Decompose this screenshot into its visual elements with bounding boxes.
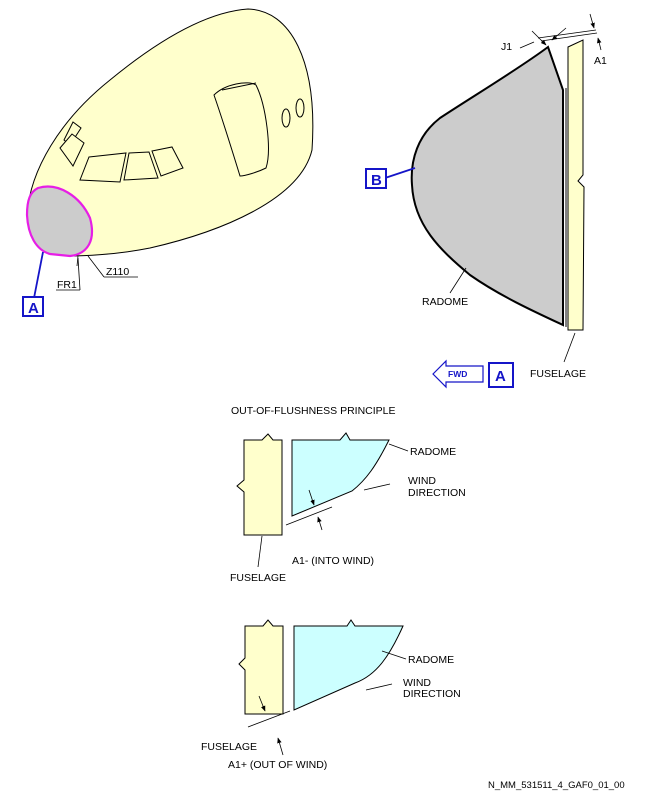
cockpit-window [123,151,159,181]
j1-arrow-left [531,30,547,46]
detail-radome [410,45,564,327]
j1-arrow-right [551,27,567,41]
into-wind-wind-leader [363,483,391,491]
detail-fuselage-label: FUSELAGE [530,368,586,380]
out-of-wind-arrow-up [277,737,284,756]
out-of-wind-arrow-down [258,695,266,712]
into-wind-arrow-down [308,489,315,506]
aircraft-nose-view: FR1 Z110 A [22,8,314,317]
a1-arrow-top [589,13,595,29]
passenger-door [213,82,269,177]
out-of-wind-fuselage-label: FUSELAGE [201,741,257,753]
into-wind-arrow-up [317,516,323,531]
j1-dimension-line [537,29,597,39]
fr1-leader-line [76,255,79,267]
into-wind-a1-label: A1- (INTO WIND) [292,555,374,567]
callout-b-box [365,168,387,189]
into-wind-diagram: RADOME WIND DIRECTION A1- (INTO WIND) FU… [230,432,466,584]
out-of-wind-diagram: RADOME WIND DIRECTION FUSELAGE A1+ (OUT … [201,619,461,771]
out-of-wind-gap-line [247,710,291,728]
cockpit-window [151,146,184,177]
out-of-wind-radome [293,619,404,711]
cockpit-window [59,133,85,167]
radome-highlight [25,185,94,258]
fr1-label: FR1 [57,279,77,291]
callout-a-leader [33,251,44,299]
passenger-door-frame [221,82,257,91]
out-of-wind-wind-line1: WIND [403,677,431,689]
callout-b-leader [384,167,416,179]
detail-fuselage-strip [567,39,585,331]
j1-label: J1 [501,41,512,53]
fr1-leader-line [77,257,81,291]
detail-radome-label: RADOME [422,296,468,308]
into-wind-radome [291,432,390,517]
cockpit-window [79,152,127,183]
fuselage-nose-body [26,8,314,257]
into-wind-fuselage-label: FUSELAGE [230,572,286,584]
out-of-wind-radome-label: RADOME [408,654,454,666]
into-wind-radome-leader [388,443,409,452]
z110-label: Z110 [106,266,129,278]
j1-dimension-line [540,32,598,42]
a1-label: A1 [594,55,607,67]
view-a-box [488,362,514,388]
into-wind-fuselage-leader [257,535,263,568]
out-of-wind-wind-line2: DIRECTION [403,688,461,700]
out-of-wind-a1-label: A1+ (OUT OF WIND) [228,759,327,771]
into-wind-wind-line2: DIRECTION [408,487,466,499]
callout-a-label: A [28,300,39,317]
into-wind-fuselage [236,433,283,536]
into-wind-wind-line1: WIND [408,475,436,487]
j1-leader [519,41,535,49]
fuselage-leader [563,332,576,363]
out-of-wind-radome-leader [381,650,407,660]
fwd-label: FWD [448,369,467,379]
radome-leader [449,267,467,294]
view-a-label: A [495,368,506,385]
figure-reference: N_MM_531511_4_GAF0_01_00 [488,780,625,791]
cabin-window [281,108,291,128]
callout-a-box [22,296,44,317]
a1-arrow-bottom [597,37,602,51]
fwd-arrow-icon [432,359,484,389]
principle-title: OUT-OF-FLUSHNESS PRINCIPLE [231,405,396,417]
detail-a-view: J1 A1 B RADOME FUSELAGE FWD A [365,13,607,389]
z110-leader-line [87,255,105,278]
callout-b-label: B [371,172,382,189]
out-of-wind-fuselage [238,619,284,715]
into-wind-gap-line [285,506,333,526]
into-wind-radome-label: RADOME [410,446,456,458]
out-of-wind-wind-leader [365,683,393,691]
cabin-window [295,98,305,118]
